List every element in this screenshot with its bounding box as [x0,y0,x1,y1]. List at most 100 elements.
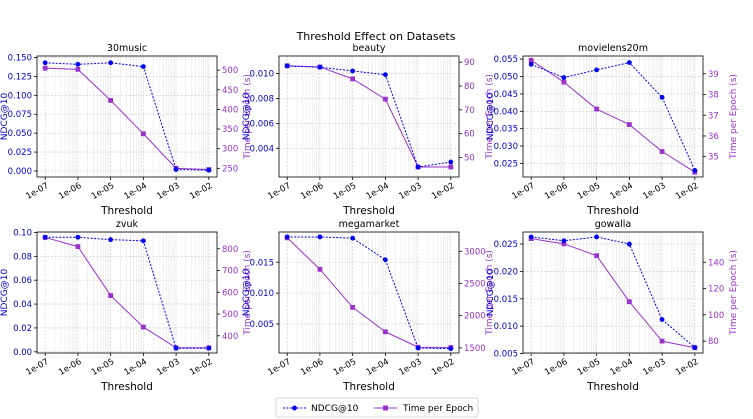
x-tick-label: 1e-02 [188,181,214,202]
time-point [659,338,665,344]
x-tick-label: 1e-05 [332,181,358,202]
time-point [594,253,600,259]
ndcg-point [561,75,567,80]
ndcg-point [692,167,698,173]
y-right-tick-label: 700 [222,267,238,277]
axes-frame [36,231,218,354]
time-series-line [45,236,209,349]
y-left-tick-label: 0.125 [8,72,32,82]
y-right-tick-label: 800 [222,245,238,255]
y-left-axis-label: NDCG@10 [242,269,252,317]
time-point [528,57,534,63]
y-right-axis-label: Time per Epoch (s) [243,250,253,336]
y-right-tick-label: 100 [708,311,724,321]
time-point [75,244,81,249]
y-left-tick-label: 0.025 [8,148,32,158]
ndcg-series-line [530,62,696,171]
legend-ndcg-marker [292,405,297,411]
time-point [561,241,567,247]
ndcg-point [108,237,114,243]
legend-time-label: Time per Epoch [402,404,473,414]
x-tick-label: 1e-04 [609,357,635,378]
ndcg-point [382,72,388,78]
y-left-tick-label: 0.04 [13,300,32,310]
y-left-tick-label: 0.100 [8,91,32,101]
y-left-tick-label: 0.035 [494,125,518,135]
axes-frame [522,55,704,178]
ndcg-point [42,234,48,240]
y-left-tick-label: 0.150 [8,54,32,64]
y-left-tick-label: 0.075 [8,110,32,120]
ndcg-point [659,317,665,323]
legend-time-marker [383,405,388,411]
x-axis-label: Threshold [342,205,395,217]
ndcg-series-line [287,65,451,168]
time-point [448,164,454,170]
ndcg-point [448,346,454,352]
y-left-tick-label: 0.02 [13,324,32,334]
ndcg-point [448,159,454,165]
y-right-tick-label: 36 [708,132,719,142]
y-left-tick-label: 0.020 [494,267,518,277]
axes-frame [278,55,460,178]
y-left-tick-label: 0.050 [494,73,518,83]
y-right-tick-label: 60 [464,130,475,140]
axes-frame [36,55,218,178]
time-point [140,324,146,330]
x-tick-label: 1e-07 [510,357,536,378]
y-right-axis-label: Time per Epoch (s) [243,74,253,160]
y-left-tick-label: 0.00 [13,348,32,358]
x-axis-label: Threshold [586,381,639,393]
y-left-axis-label: NDCG@10 [486,269,496,317]
x-tick-label: 1e-04 [123,181,149,202]
panel-30music: 1e-07 1e-06 1e-05 1e-04 1e-03 1e-02 0.000 0.025… [0,43,253,217]
y-right-axis-label: Time per Epoch (s) [729,250,739,336]
legend-ndcg-label: NDCG@10 [311,404,359,414]
y-left-tick-label: 0.004 [250,144,274,154]
x-tick-label: 1e-07 [24,181,50,202]
ndcg-point [75,61,81,67]
panel-title: 30music [107,43,147,54]
time-point [594,106,600,112]
ndcg-series-line [531,236,696,348]
legend: NDCG@10 Time per Epoch [275,397,479,418]
x-tick-label: 1e-06 [57,181,83,202]
y-left-tick-label: 0.040 [494,107,518,117]
time-point [659,149,665,154]
y-right-axis-label: Time per Epoch (s) [485,250,495,336]
y-left-tick-label: 0.010 [494,322,518,332]
y-right-tick-label: 2500 [464,279,486,289]
ndcg-point [415,345,421,351]
x-tick-label: 1e-03 [397,181,423,202]
y-right-tick-label: 50 [464,153,475,163]
panel-title: gowalla [595,219,632,230]
time-point [350,304,356,310]
ndcg-point [317,234,323,240]
x-tick-label: 1e-06 [543,357,569,378]
panel-movielens20m: 1e-07 1e-06 1e-05 1e-04 1e-03 1e-02 0.025 0.030… [486,43,739,217]
axes-frame [522,231,704,354]
x-tick-label: 1e-02 [674,357,700,378]
time-series-line [286,237,451,349]
y-left-tick-label: 0.06 [13,276,32,286]
y-left-axis-label: NDCG@10 [242,93,252,141]
ndcg-series-line [45,236,209,349]
ndcg-point [75,234,81,240]
y-right-tick-label: 250 [222,164,238,174]
x-tick-label: 1e-07 [510,181,536,202]
panel-zvuk: 1e-07 1e-06 1e-05 1e-04 1e-03 1e-02 0.00 0.02 0.… [0,219,253,393]
panel-beauty: 1e-07 1e-06 1e-05 1e-04 1e-03 1e-02 0.004 0.006… [242,43,495,217]
x-tick-label: 1e-06 [57,357,83,378]
ndcg-point [594,67,600,73]
ndcg-point [42,60,48,66]
x-tick-label: 1e-03 [641,357,667,378]
time-point [108,97,114,103]
y-right-tick-label: 400 [222,332,238,342]
time-point [382,329,388,335]
y-right-tick-label: 120 [708,285,724,295]
x-tick-label: 1e-07 [266,357,292,378]
x-tick-label: 1e-02 [430,357,456,378]
y-right-tick-label: 35 [708,153,719,163]
ndcg-point [415,164,421,170]
time-series-line [531,238,695,349]
